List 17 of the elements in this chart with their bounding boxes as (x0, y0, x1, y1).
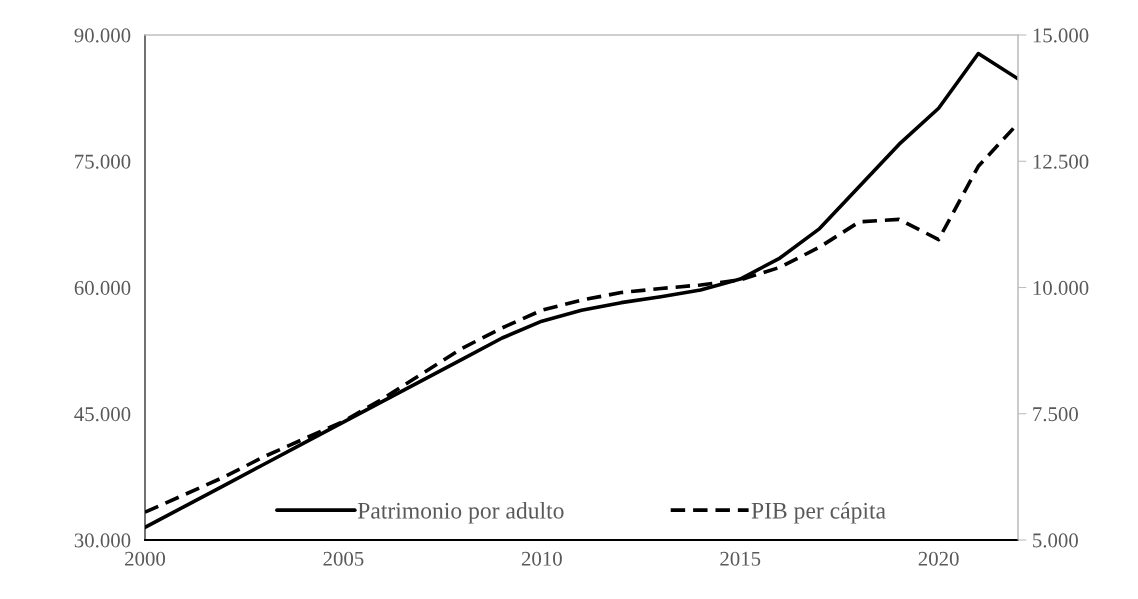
x-tick-label: 2020 (918, 551, 959, 566)
y2-tick-label: 12.500 (1033, 154, 1089, 169)
y2-tick-label: 5.000 (1033, 533, 1078, 548)
legend-label: Patrimonio por adulto (357, 502, 564, 524)
y2-tick-label: 7.500 (1033, 407, 1078, 422)
x-tick-label: 2010 (521, 551, 562, 566)
x-tick-label: 2015 (720, 551, 761, 566)
x-tick-label: 2000 (125, 551, 166, 566)
legend-label: PIB per cápita (751, 502, 886, 524)
x-tick-label: 2005 (323, 551, 364, 566)
y2-tick-label: 15.000 (1033, 28, 1089, 43)
y-tick-label: 75.000 (75, 154, 131, 169)
y-tick-label: 90.000 (74, 28, 131, 43)
y-tick-label: 30.000 (74, 533, 131, 548)
y-tick-label: 60.000 (74, 280, 131, 296)
y-tick-label: 45.000 (74, 407, 131, 422)
y2-tick-label: 10.000 (1033, 280, 1089, 296)
